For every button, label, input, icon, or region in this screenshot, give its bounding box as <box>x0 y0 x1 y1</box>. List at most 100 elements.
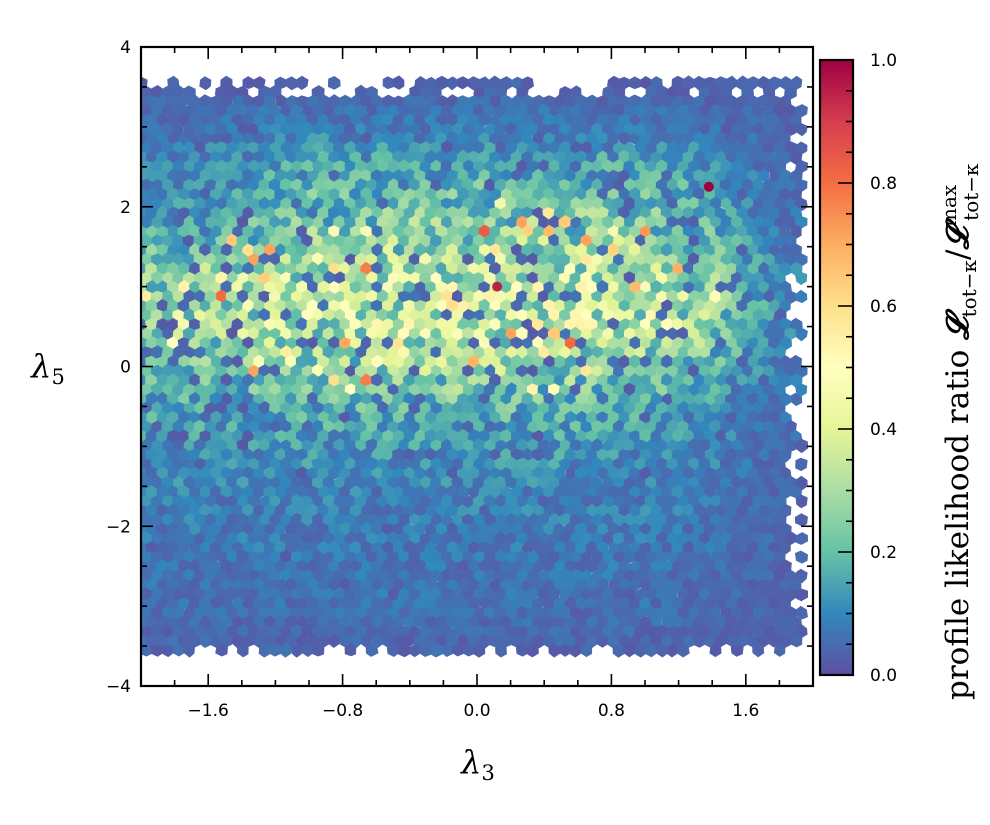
hex-cell <box>515 326 529 341</box>
hex-cell <box>510 299 523 313</box>
hex-cell <box>194 625 206 639</box>
hex-cell <box>773 326 786 341</box>
hex-cell <box>473 512 486 527</box>
hex-cell <box>188 392 201 406</box>
hex-cell <box>403 523 416 537</box>
hex-cell <box>672 428 684 444</box>
hex-cell <box>291 457 303 472</box>
hex-cell <box>141 364 153 378</box>
hex-cell <box>554 355 566 369</box>
hex-cell <box>306 94 320 109</box>
hex-cell <box>586 503 598 517</box>
hex-cell <box>547 271 561 285</box>
hex-cell <box>338 261 352 276</box>
hex-cell <box>382 299 394 313</box>
hex-cell <box>172 383 185 397</box>
hex-cell <box>510 336 524 350</box>
hex-cell <box>268 84 282 99</box>
hex-cell <box>601 587 615 601</box>
hex-cell <box>495 643 507 658</box>
hex-cell <box>205 216 218 229</box>
hex-cell <box>789 633 803 648</box>
hex-cell <box>430 383 443 398</box>
hex-cell <box>725 373 738 388</box>
hex-cell <box>623 345 636 359</box>
hex-cell <box>392 75 405 90</box>
hex-cell <box>141 103 153 118</box>
hex-cell <box>515 215 529 229</box>
hex-cell <box>736 596 748 610</box>
hex-cell <box>752 401 765 415</box>
hex-cell <box>709 642 722 658</box>
hex-cell <box>350 615 363 630</box>
hex-cell <box>166 411 179 425</box>
hex-cell <box>629 261 641 276</box>
hex-cell <box>698 252 712 267</box>
hex-cell <box>478 112 491 127</box>
hex-cell <box>785 569 797 583</box>
hex-cell <box>178 616 191 630</box>
hex-cell <box>300 513 313 527</box>
hex-cell <box>484 568 497 583</box>
hex-cell <box>682 466 695 481</box>
hex-cell <box>172 401 185 415</box>
hex-cell <box>478 522 492 536</box>
hex-cell <box>377 400 390 416</box>
hex-cell <box>156 225 169 238</box>
hex-cell <box>676 495 690 509</box>
hex-cell <box>521 596 535 611</box>
hex-cell <box>709 625 722 639</box>
hex-cell <box>607 188 620 201</box>
hex-cell <box>172 272 185 285</box>
hex-cell <box>489 522 502 536</box>
hex-cell <box>349 280 363 295</box>
hex-cell <box>344 475 357 490</box>
hex-cell <box>731 420 744 435</box>
hex-cell <box>377 514 389 527</box>
hex-cell <box>328 466 341 480</box>
hex-cell <box>424 76 438 90</box>
hex-cell <box>236 438 250 453</box>
hex-cell <box>194 289 207 304</box>
hex-cell <box>768 374 782 388</box>
hex-cell <box>167 113 180 127</box>
hex-cell <box>248 420 260 434</box>
hex-cell <box>334 606 346 620</box>
hex-cell <box>300 569 314 583</box>
hex-cell <box>333 160 346 174</box>
hex-cell <box>489 485 502 499</box>
hex-cell <box>252 76 266 90</box>
hex-cell <box>365 215 378 230</box>
hex-cell <box>392 298 405 313</box>
hex-cell <box>698 197 711 210</box>
hex-cell <box>693 169 706 183</box>
hex-cell <box>263 168 276 184</box>
hex-cell <box>618 466 631 481</box>
hex-cell <box>162 439 175 452</box>
hex-cell <box>440 289 454 303</box>
hex-cell <box>688 271 701 286</box>
hex-cell <box>226 586 239 601</box>
hex-cell <box>660 224 674 238</box>
hex-cell <box>451 457 465 471</box>
hex-cell <box>634 456 647 472</box>
hex-cell <box>435 579 448 593</box>
hex-cell <box>779 485 791 500</box>
hex-cell <box>333 401 346 415</box>
hex-cell <box>424 615 438 630</box>
hex-cell <box>359 206 373 220</box>
hex-cell <box>231 262 244 276</box>
hex-cell <box>172 215 185 229</box>
hex-cell <box>661 149 673 165</box>
hex-cell <box>317 113 330 127</box>
hex-cell <box>762 309 776 323</box>
hex-cell <box>495 271 508 285</box>
hex-cell <box>381 578 394 592</box>
hex-cell <box>763 606 776 620</box>
hex-cell <box>431 364 442 378</box>
hex-cell <box>607 485 620 500</box>
hex-cell <box>504 512 518 527</box>
hex-cell <box>527 512 539 527</box>
peak-cell <box>492 281 503 292</box>
hex-cell <box>741 122 754 136</box>
